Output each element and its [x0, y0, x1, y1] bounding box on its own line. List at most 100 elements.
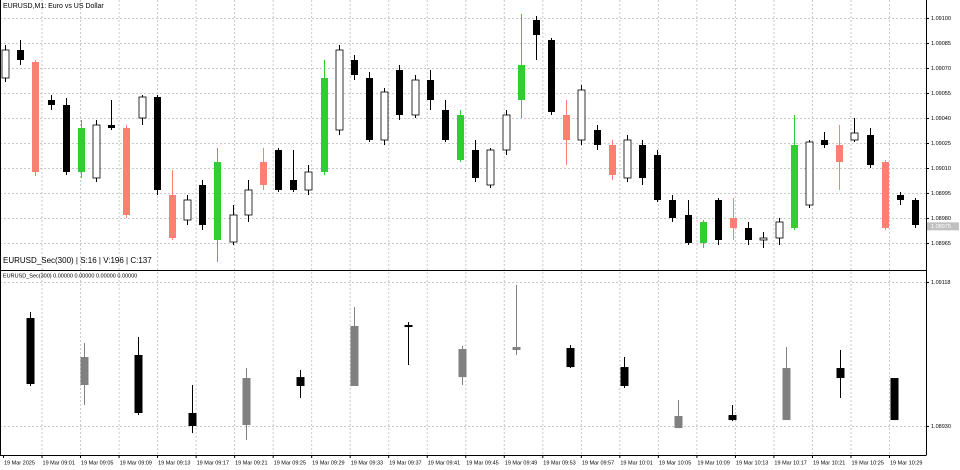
candle-body	[775, 221, 784, 239]
candle-body	[715, 200, 722, 240]
candle-body	[548, 40, 555, 112]
candle-body	[108, 125, 115, 128]
candle-body	[821, 140, 828, 145]
candle-body	[533, 20, 540, 35]
candle-body	[623, 139, 632, 179]
x-tick-label: 19 Mar 09:25	[274, 460, 306, 466]
candle-body	[199, 185, 206, 225]
candle-body	[188, 413, 197, 426]
candle-body	[321, 78, 328, 172]
x-tick-label: 19 Mar 2025	[4, 460, 35, 466]
candle-body	[912, 200, 919, 225]
x-tick-label: 19 Mar 10:09	[697, 460, 729, 466]
candle-body	[80, 357, 89, 385]
y-tick-label: 1.08995	[931, 191, 951, 197]
candle-body	[836, 145, 843, 162]
candle-body	[867, 135, 874, 165]
candle-body	[577, 89, 586, 141]
x-tick-label: 19 Mar 10:17	[774, 460, 806, 466]
candle-body	[296, 377, 305, 386]
candle-body	[518, 65, 525, 100]
candle-body	[404, 324, 413, 328]
candle-body	[123, 128, 130, 215]
y-tick-label: 1.09040	[931, 116, 951, 122]
candle-body	[457, 115, 464, 160]
x-tick-label: 19 Mar 09:05	[81, 460, 113, 466]
candle-body	[275, 150, 282, 190]
y-tick-label: 1.09025	[931, 141, 951, 147]
candle-body	[594, 130, 601, 145]
y-tick-label: 1.09010	[931, 166, 951, 172]
candle-body	[674, 415, 683, 429]
candle-body	[566, 348, 575, 368]
candle-body	[17, 50, 24, 60]
candle-body	[685, 215, 692, 243]
x-tick-label: 19 Mar 09:33	[351, 460, 383, 466]
x-tick-label: 19 Mar 09:41	[428, 460, 460, 466]
candle-body	[366, 78, 373, 140]
x-tick-label: 19 Mar 09:09	[120, 460, 152, 466]
candle-body	[850, 132, 859, 141]
x-tick-label: 19 Mar 09:29	[312, 460, 344, 466]
candle-body	[260, 162, 267, 185]
candle-body	[458, 349, 467, 378]
candle-body	[242, 378, 251, 425]
x-tick-label: 19 Mar 09:49	[505, 460, 537, 466]
candle-body	[502, 114, 511, 151]
candle-body	[351, 60, 358, 75]
candle-body	[92, 124, 101, 179]
candle-body	[350, 325, 359, 386]
candle-body	[78, 128, 85, 172]
y-tick-label: 1.09055	[931, 91, 951, 97]
candle-body	[620, 367, 629, 386]
candle-body	[427, 80, 434, 100]
candle-body	[486, 149, 495, 186]
candle-body	[563, 115, 570, 140]
x-tick-label: 19 Mar 10:01	[620, 460, 652, 466]
candle-body	[782, 368, 791, 421]
candle-body	[26, 318, 35, 384]
candle-body	[411, 79, 420, 116]
candle-body	[1, 49, 10, 79]
candle-body	[791, 145, 798, 228]
x-tick-label: 19 Mar 09:37	[389, 460, 421, 466]
candle-body	[48, 100, 55, 105]
x-tick-label: 19 Mar 09:17	[197, 460, 229, 466]
y-tick-label: 1.08980	[931, 216, 951, 222]
candle-body	[730, 218, 737, 228]
candle-body	[380, 91, 389, 141]
candle-body	[229, 214, 238, 243]
subwindow-title: EURUSD_Sec(300) 0.00000 0.00000 0.00000 …	[3, 273, 137, 279]
y-tick-label: 1.09100	[931, 16, 951, 22]
current-price-box	[927, 222, 959, 231]
candle-body	[472, 150, 479, 178]
x-tick-label: 19 Mar 09:01	[43, 460, 75, 466]
candle-body	[335, 49, 344, 131]
x-tick-label: 19 Mar 09:53	[543, 460, 575, 466]
candle-body	[63, 105, 70, 172]
candle-body	[700, 222, 707, 243]
candle-body	[396, 70, 403, 115]
candle-body	[290, 180, 297, 190]
y-tick-label: 1.09070	[931, 66, 951, 72]
candle-body	[745, 228, 752, 240]
candle-body	[759, 237, 768, 241]
candle-body	[897, 195, 904, 200]
x-tick-label: 19 Mar 09:45	[466, 460, 498, 466]
candle-body	[154, 97, 161, 190]
labels: EURUSD,M1: Euro vs US Dollar EURUSD_Sec(…	[3, 3, 959, 466]
candle-body	[169, 195, 176, 238]
candle-body	[32, 62, 39, 172]
x-tick-label: 19 Mar 10:13	[736, 460, 768, 466]
candle-body	[805, 141, 814, 206]
x-tick-label: 19 Mar 09:13	[158, 460, 190, 466]
candle-body	[244, 189, 253, 216]
x-tick-label: 19 Mar 10:21	[813, 460, 845, 466]
indicator-info: EURUSD_Sec(300) | S:16 | V:196 | C:137	[3, 256, 152, 265]
y-tick-label: 1.08965	[931, 241, 951, 247]
x-tick-label: 19 Mar 10:29	[890, 460, 922, 466]
x-tick-label: 19 Mar 10:25	[851, 460, 883, 466]
candle-body	[442, 110, 449, 140]
candle-body	[836, 368, 845, 379]
